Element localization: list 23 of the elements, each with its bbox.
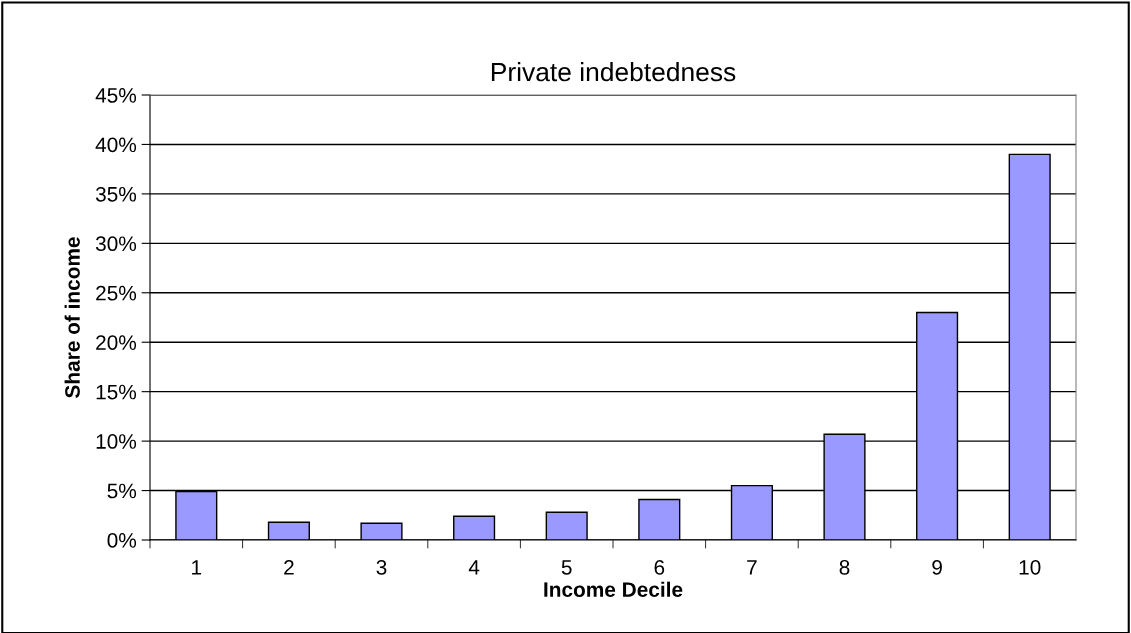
x-tick-label: 8: [839, 559, 850, 575]
y-tick-label: 5%: [107, 483, 137, 499]
x-tick-label: 7: [747, 560, 757, 575]
x-tick-label: 3: [376, 559, 387, 575]
y-tick-label: 40%: [95, 137, 137, 153]
x-tick-label: 9: [932, 559, 942, 575]
x-tick-label: 5: [561, 560, 572, 575]
x-tick-label: 10: [1019, 559, 1041, 575]
y-tick-label: 10%: [96, 434, 137, 449]
x-tick-label: 6: [654, 559, 665, 575]
y-tick-label: 0%: [107, 533, 137, 548]
y-axis-title: Share of income: [64, 237, 80, 398]
y-tick-label: 45%: [95, 88, 137, 103]
y-tick-label: 20%: [96, 335, 137, 350]
y-tick-label: 25%: [96, 285, 137, 301]
x-axis-title: Income Decile: [544, 581, 683, 597]
x-tick-label: 4: [468, 560, 480, 575]
y-tick-label: 35%: [95, 186, 137, 202]
x-tick-label: 1: [192, 560, 202, 575]
chart-title: Private indebtedness: [491, 61, 736, 82]
x-tick-label: 2: [284, 559, 294, 575]
y-tick-label: 30%: [95, 236, 137, 252]
y-tick-label: 15%: [96, 384, 137, 400]
